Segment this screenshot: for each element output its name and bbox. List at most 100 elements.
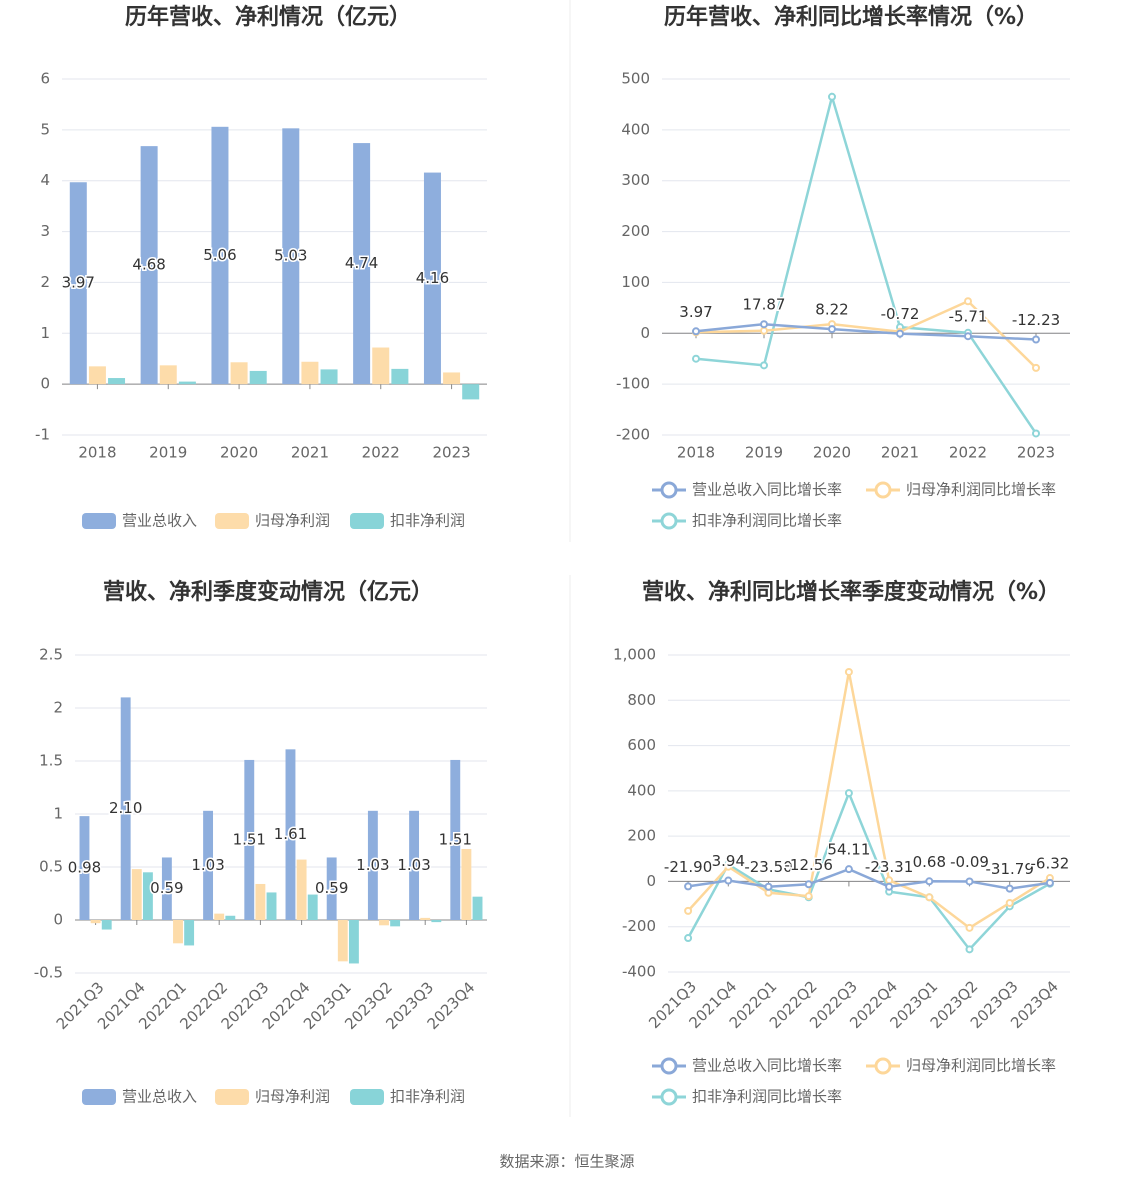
x-tick-label: 2018 — [677, 444, 715, 462]
y-tick-label: -200 — [622, 917, 656, 935]
point — [804, 880, 813, 889]
x-tick-label: 2023 — [1017, 444, 1055, 462]
point — [844, 865, 853, 874]
value-label: 0.59 — [150, 879, 183, 897]
y-tick-label: 0.5 — [39, 858, 63, 876]
bar — [372, 347, 390, 385]
point — [1005, 898, 1014, 907]
value-label: 1.03 — [356, 856, 389, 874]
legend-swatch — [350, 513, 384, 529]
chart-title: 营收、净利季度变动情况（亿元） — [103, 579, 433, 605]
line — [687, 671, 1051, 930]
bar — [214, 913, 225, 920]
bar — [296, 859, 307, 920]
point — [764, 882, 773, 891]
legend-label: 扣非净利润同比增长率 — [692, 1088, 842, 1106]
legend-label: 归母净利润 — [255, 512, 330, 530]
legend-swatch — [874, 1057, 892, 1075]
value-label: -12.56 — [785, 856, 833, 874]
y-tick-label: 2.5 — [39, 646, 63, 664]
bar — [423, 172, 441, 385]
bar — [101, 920, 112, 930]
y-tick-label: 0 — [53, 911, 63, 929]
bar — [391, 368, 409, 385]
bar — [409, 810, 420, 920]
chart-title: 营收、净利同比增长率季度变动情况（%） — [642, 579, 1060, 605]
point — [925, 877, 934, 886]
value-label: 0.59 — [315, 879, 348, 897]
x-tick-label: 2020 — [813, 444, 851, 462]
bar — [184, 920, 195, 946]
y-tick-label: 600 — [627, 736, 656, 754]
line — [687, 789, 1051, 952]
y-tick-label: -1 — [35, 426, 50, 444]
y-tick-label: -400 — [622, 963, 656, 981]
bar — [443, 372, 461, 385]
value-label: 3.94 — [712, 852, 745, 870]
y-tick-label: -200 — [616, 426, 650, 444]
line — [695, 92, 1038, 435]
x-tick-label: 2021 — [291, 444, 329, 462]
y-tick-label: 4 — [40, 171, 50, 189]
y-tick-label: 0 — [40, 375, 50, 393]
legend-label: 归母净利润同比增长率 — [906, 481, 1056, 499]
bar — [301, 361, 319, 385]
bar — [285, 749, 296, 920]
bar — [348, 920, 359, 964]
x-tick-label: 2020 — [220, 444, 258, 462]
bar — [282, 128, 300, 385]
legend-swatch — [660, 481, 678, 499]
bar — [244, 759, 255, 920]
bar — [225, 915, 236, 920]
value-label: -23.31 — [865, 858, 913, 876]
line — [695, 322, 1037, 341]
x-tick-label: 2019 — [745, 444, 783, 462]
y-tick-label: 400 — [627, 781, 656, 799]
point — [828, 325, 836, 334]
point — [1045, 878, 1054, 887]
legend-swatch — [660, 1057, 678, 1075]
value-label: 17.87 — [743, 296, 786, 314]
point — [1032, 335, 1040, 344]
legend-swatch — [874, 481, 892, 499]
bar — [320, 369, 338, 385]
bar — [90, 920, 101, 924]
bar — [390, 920, 401, 927]
legend-swatch — [82, 1089, 116, 1105]
value-label: 3.97 — [62, 274, 95, 292]
bar — [161, 857, 172, 920]
line — [695, 299, 1037, 369]
legend-label: 营业总收入 — [122, 512, 197, 530]
point — [964, 297, 972, 306]
bar — [230, 362, 248, 385]
y-tick-label: 800 — [627, 691, 656, 709]
point — [896, 329, 904, 338]
value-label: 4.68 — [132, 256, 165, 274]
y-tick-label: 300 — [621, 171, 650, 189]
value-label: 1.03 — [397, 856, 430, 874]
chart-title: 历年营收、净利同比增长率情况（%） — [664, 4, 1038, 30]
point — [692, 354, 700, 363]
y-tick-label: 2 — [53, 699, 63, 717]
legend-swatch — [660, 1088, 678, 1106]
value-label: 4.74 — [345, 254, 378, 272]
bar — [249, 370, 267, 385]
source-note: 数据来源：恒生聚源 — [499, 1153, 634, 1171]
bar — [353, 143, 371, 385]
y-tick-label: 0 — [640, 324, 650, 342]
bar — [140, 146, 158, 385]
bar — [255, 883, 266, 920]
bar — [69, 182, 87, 385]
y-tick-label: 5 — [40, 120, 50, 138]
bar — [159, 365, 177, 385]
x-tick-label: 2022 — [949, 444, 987, 462]
y-tick-label: 500 — [621, 70, 650, 88]
point — [692, 327, 700, 336]
bar — [462, 384, 480, 400]
y-tick-label: -100 — [616, 375, 650, 393]
bar — [420, 917, 431, 920]
value-label: 8.22 — [815, 301, 848, 319]
legend-label: 归母净利润同比增长率 — [906, 1057, 1056, 1075]
bar — [461, 848, 472, 920]
